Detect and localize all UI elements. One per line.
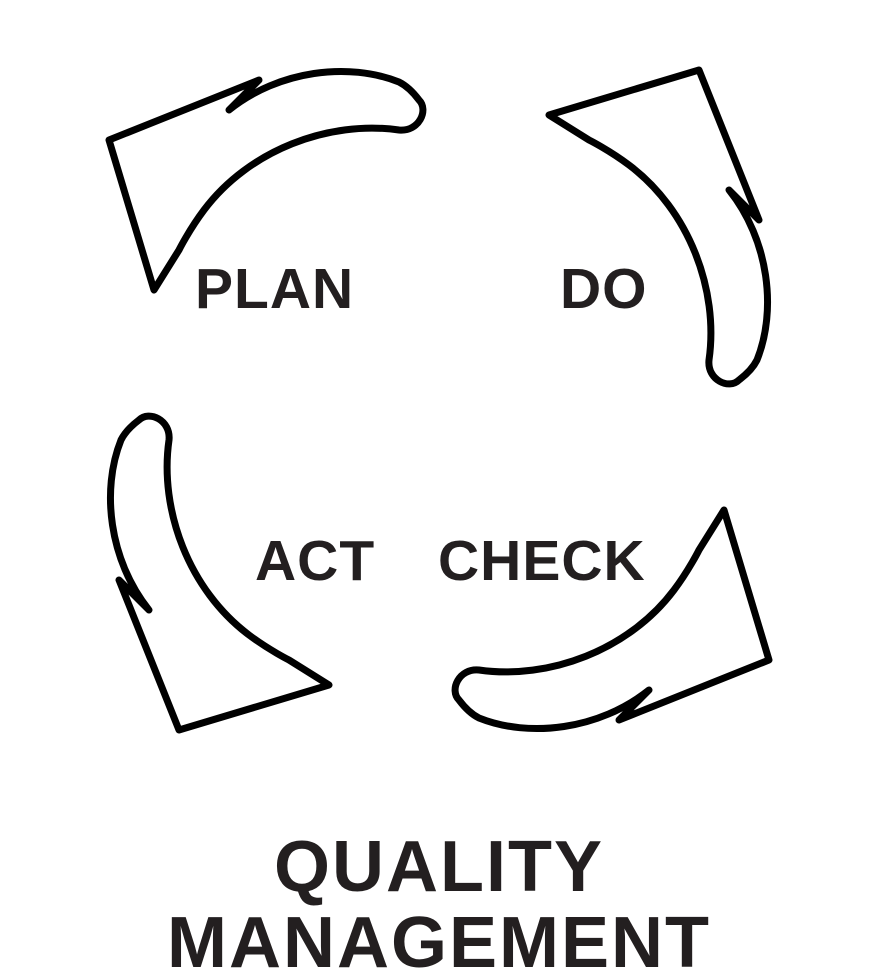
label-do: DO: [560, 256, 648, 322]
pdca-cycle-diagram: PLAN DO ACT CHECK QUALITY MANAGEMENT: [0, 0, 878, 980]
cycle-arrows: [29, 0, 849, 810]
diagram-title: QUALITY MANAGEMENT: [0, 830, 878, 980]
label-act: ACT: [255, 528, 375, 594]
label-check: CHECK: [438, 528, 646, 594]
arrow-top-right-icon: [549, 70, 768, 384]
title-line2: MANAGEMENT: [167, 903, 711, 980]
title-line1: QUALITY: [274, 827, 604, 907]
label-plan: PLAN: [195, 256, 354, 322]
